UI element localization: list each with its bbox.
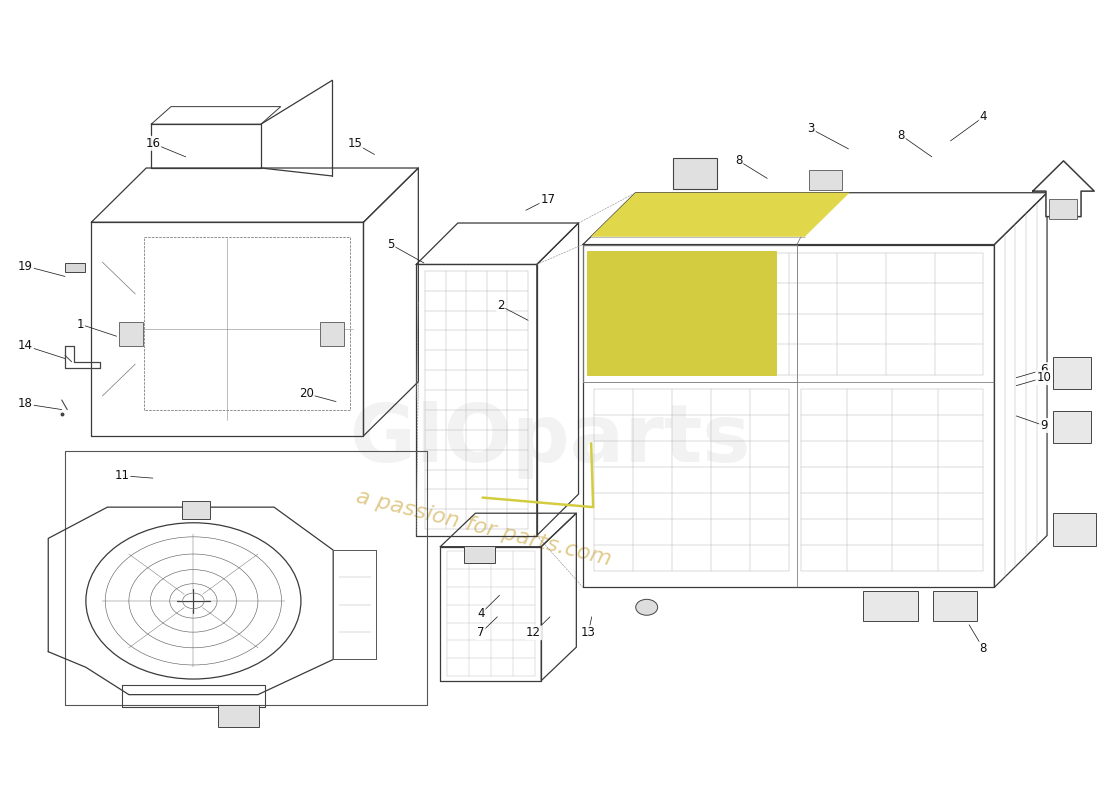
Text: 5: 5: [387, 238, 395, 251]
Text: 6: 6: [1040, 363, 1047, 376]
Text: 16: 16: [145, 137, 161, 150]
Text: 7: 7: [477, 626, 485, 639]
Text: 4: 4: [980, 110, 987, 123]
Text: 8: 8: [735, 154, 743, 167]
Bar: [673, 158, 717, 189]
Bar: [933, 590, 977, 621]
Text: 8: 8: [980, 642, 987, 655]
Bar: [1053, 513, 1097, 546]
Bar: [1053, 357, 1091, 389]
Text: 1: 1: [77, 318, 84, 330]
Text: 9: 9: [1040, 419, 1047, 432]
Text: 3: 3: [807, 122, 815, 135]
Text: 12: 12: [526, 626, 541, 639]
Text: 11: 11: [114, 470, 130, 482]
Bar: [218, 705, 260, 727]
Text: 20: 20: [299, 387, 314, 400]
Text: a passion for parts.com: a passion for parts.com: [354, 486, 614, 569]
Bar: [65, 263, 85, 273]
Text: 8: 8: [898, 129, 905, 142]
Text: 14: 14: [18, 339, 33, 352]
Text: 13: 13: [581, 626, 596, 639]
Text: 2: 2: [497, 299, 505, 313]
Bar: [119, 322, 143, 346]
Bar: [464, 546, 495, 563]
Text: 4: 4: [477, 607, 485, 620]
Bar: [862, 590, 917, 621]
Text: GlOparts: GlOparts: [350, 401, 750, 479]
Circle shape: [636, 599, 658, 615]
Bar: [183, 502, 210, 518]
Text: 19: 19: [18, 259, 33, 273]
Text: 18: 18: [18, 398, 33, 410]
Bar: [320, 322, 343, 346]
Text: 10: 10: [1036, 371, 1052, 384]
Bar: [1049, 198, 1077, 218]
Text: 17: 17: [540, 193, 556, 206]
Polygon shape: [591, 193, 849, 237]
Bar: [1053, 411, 1091, 443]
Polygon shape: [1033, 161, 1094, 217]
Bar: [587, 251, 777, 375]
Bar: [810, 170, 843, 190]
Text: 15: 15: [348, 137, 362, 150]
